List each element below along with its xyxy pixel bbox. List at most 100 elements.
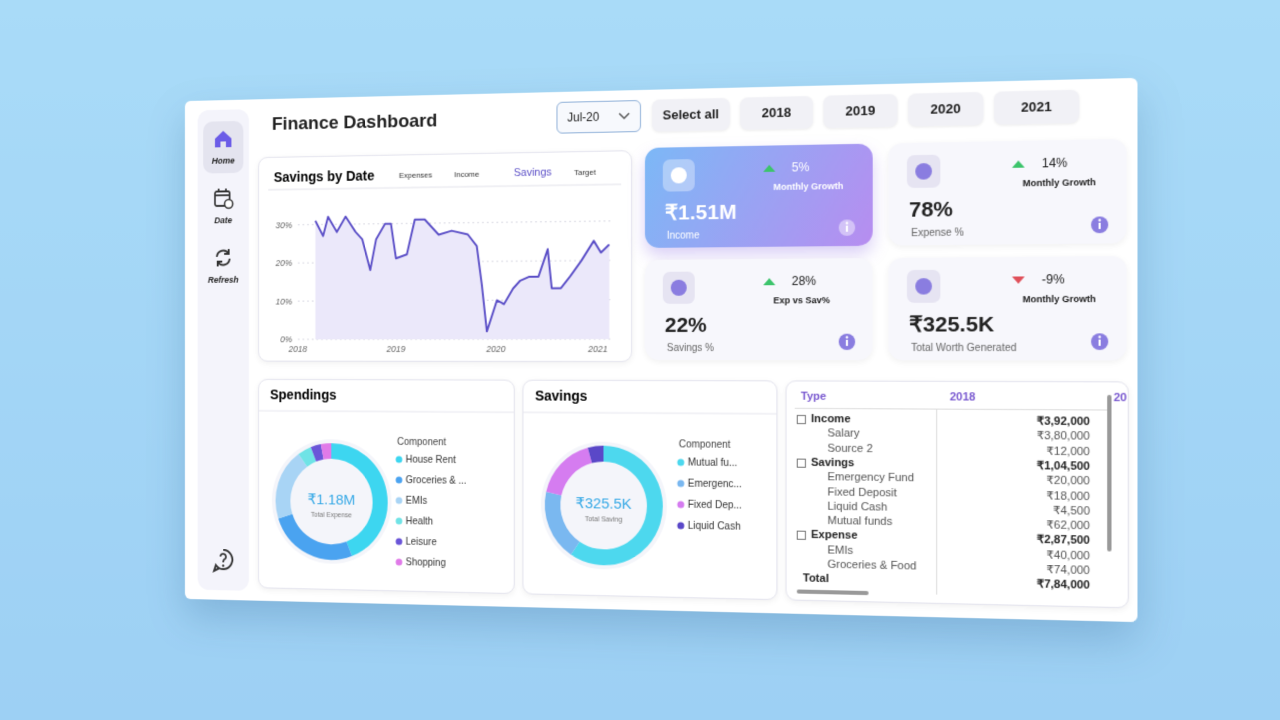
nav-label: Home [211, 155, 235, 166]
dropdown-value: Jul-20 [567, 109, 600, 125]
row-value: ₹4,500 [1052, 504, 1090, 518]
row-value: ₹74,000 [1046, 563, 1090, 578]
panel-title: Spendings [270, 387, 337, 402]
panel-title: Savings [535, 388, 588, 404]
legend-title: Component [397, 437, 446, 449]
legend-swatch [677, 479, 685, 488]
nav-item[interactable]: Date [203, 181, 243, 233]
filter-button[interactable]: 2019 [823, 93, 898, 129]
row-value: ₹62,000 [1046, 519, 1090, 533]
kpi-change: -9% [1042, 273, 1065, 287]
kpi-icon [915, 278, 932, 295]
legend-label: Liquid Cash [688, 521, 741, 533]
row-value: ₹20,000 [1046, 474, 1090, 488]
y-tick-label: 20% [275, 258, 293, 268]
kpi-card: 14% Monthly Growth 78% Expense % [888, 138, 1127, 246]
expand-icon[interactable] [796, 458, 806, 468]
sidebar: Home Date Refresh [197, 109, 249, 591]
legend-label: Shopping [406, 557, 446, 569]
kpi-value: ₹325.5K [909, 312, 994, 337]
row-value: ₹12,000 [1046, 445, 1090, 458]
kpi-label: Income [667, 230, 700, 242]
center-value: ₹1.18M [307, 492, 355, 509]
row-label: Liquid Cash [827, 500, 888, 514]
info-icon-mark [1098, 339, 1101, 346]
trend-arrow [1011, 276, 1025, 284]
row-value: ₹1,04,500 [1036, 459, 1090, 473]
legend-swatch [677, 501, 685, 509]
legend-swatch [395, 558, 403, 566]
date-dropdown[interactable]: Jul-20 [556, 99, 641, 134]
nav-item[interactable]: Home [203, 120, 244, 174]
kpi-change: 5% [792, 161, 810, 175]
filter-button[interactable]: 2021 [993, 89, 1080, 125]
help-icon [211, 547, 235, 574]
center-value: ₹325.5K [575, 496, 631, 513]
savings-panel: Savings ₹325.5K Total Saving Component Mutua… [522, 379, 778, 601]
row-label: Source 2 [827, 442, 873, 455]
row-label: Savings [811, 456, 855, 470]
y-tick-label: 30% [276, 220, 293, 230]
legend-label: Leisure [406, 537, 437, 549]
x-tick-label: 2020 [485, 344, 505, 354]
area [315, 213, 610, 340]
kpi-icon-box [906, 269, 941, 303]
trend-arrow [763, 278, 776, 286]
kpi-graphics: 5% Monthly Growth ₹1.51M Income [662, 159, 856, 242]
line-chart: Savings by Date Expenses Income Savings Targ… [259, 166, 631, 354]
scrollbar [796, 589, 869, 596]
line-chart-panel: Savings by Date Expenses Income Savings Targ… [258, 150, 633, 362]
kpi-label: Total Worth Generated [911, 343, 1016, 355]
trend-arrow [763, 164, 776, 172]
kpi-area: 5% Monthly Growth ₹1.51M Income 14% Monthly G… [185, 78, 1138, 361]
scrollbar [1107, 394, 1112, 552]
filter-button[interactable]: Select all [651, 97, 730, 132]
divider [259, 411, 514, 413]
nav-icon [212, 246, 234, 269]
legend-label: House Rent [406, 454, 456, 466]
row-label: Fixed Deposit [827, 485, 897, 500]
center-label: Total Saving [585, 516, 623, 524]
expand-icon[interactable] [796, 414, 806, 425]
kpi-card: -9% Monthly Growth ₹325.5K Total Worth Gene… [888, 255, 1127, 361]
kpi-graphics: -9% Monthly Growth ₹325.5K Total Worth Gene… [906, 269, 1109, 355]
chart-title: Savings by Date [274, 168, 375, 185]
column-header: 2018 [949, 391, 976, 404]
info-icon-mark [845, 225, 848, 232]
nav-icon [212, 186, 234, 209]
row-value: ₹2,87,500 [1036, 533, 1090, 548]
row-value: ₹3,80,000 [1036, 430, 1090, 444]
kpi-value: 78% [909, 197, 953, 222]
nav-icon [214, 130, 232, 148]
row-label: Expense [811, 529, 858, 543]
y-tick-label: 10% [276, 296, 293, 306]
row-label: Total [802, 572, 829, 586]
nav-item[interactable]: Refresh [203, 240, 243, 292]
row-label: EMIs [827, 544, 854, 557]
filter-button[interactable]: 2020 [907, 91, 984, 127]
y-tick-label: 0% [280, 334, 292, 344]
filter-button[interactable]: 2018 [739, 95, 814, 130]
donut-segment [313, 452, 322, 455]
donut-chart: Savings ₹325.5K Total Saving Component Mutua… [523, 388, 776, 599]
legend-swatch [677, 458, 685, 466]
year-buttons: Select all 2018 2019 2020 2021 [185, 78, 1138, 132]
nav-label: Date [214, 215, 233, 226]
kpi-value: 22% [665, 313, 707, 337]
kpi-card: 28% Exp vs Sav% 22% Savings % [644, 258, 873, 361]
donut-segment [590, 454, 604, 456]
expand-icon[interactable] [796, 531, 806, 541]
kpi-change: 28% [792, 275, 817, 289]
x-tick-label: 2021 [587, 344, 608, 354]
kpi-graphics: 28% Exp vs Sav% 22% Savings % [662, 271, 856, 354]
legend-label: Income [454, 170, 479, 180]
dashboard: Home Date Refresh Finance Dashboard Jul-20… [184, 77, 1138, 623]
row-value: ₹18,000 [1046, 489, 1090, 503]
kpi-label: Savings % [667, 343, 715, 354]
kpi-change-label: Monthly Growth [773, 181, 843, 192]
spendings-panel: Spendings ₹1.18M Total Expense Component Hou… [258, 378, 515, 595]
legend-swatch [395, 538, 403, 546]
column-header: 20 [1113, 391, 1127, 405]
legend-swatch [395, 456, 403, 463]
x-tick-label: 2019 [386, 344, 406, 354]
